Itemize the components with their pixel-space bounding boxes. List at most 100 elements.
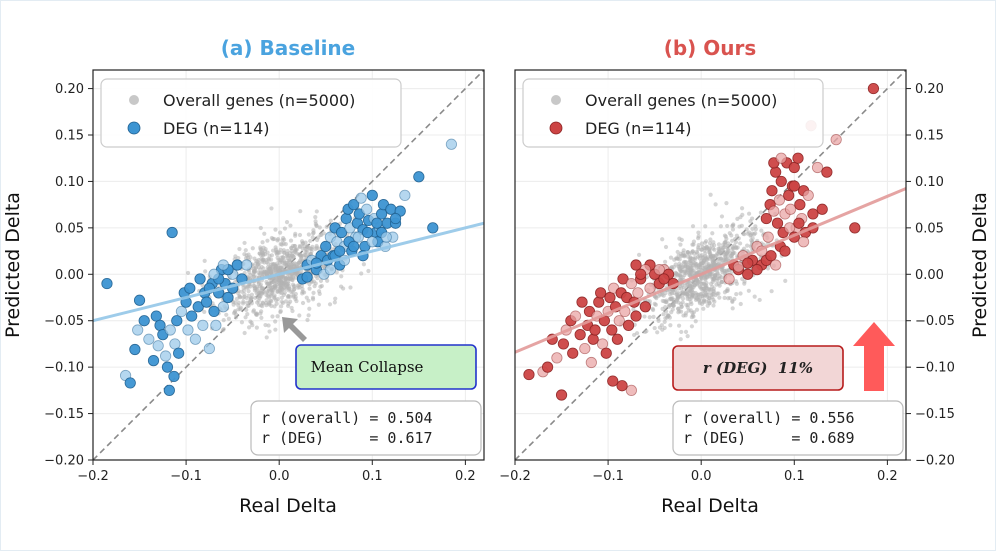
overall-gene-point (740, 276, 745, 282)
deg-point (132, 324, 144, 336)
deg-point (173, 347, 185, 359)
overall-gene-point (271, 262, 276, 268)
overall-gene-point (700, 244, 705, 250)
overall-gene-point (678, 337, 683, 342)
deg-point (334, 245, 346, 257)
overall-gene-point (289, 245, 294, 250)
overall-gene-point (233, 300, 238, 305)
overall-gene-point (694, 277, 699, 282)
overall-gene-point (260, 240, 265, 245)
overall-gene-point (683, 311, 689, 316)
overall-gene-point (275, 263, 280, 268)
overall-gene-point (710, 231, 715, 236)
overall-gene-point (711, 303, 716, 308)
y-tick-label: −0.15 (915, 407, 955, 422)
overall-gene-point (677, 261, 682, 266)
overall-gene-point (275, 314, 280, 319)
overall-gene-point (750, 226, 755, 231)
overall-gene-point (680, 264, 685, 269)
overall-gene-point (674, 256, 679, 261)
overall-gene-point (719, 214, 725, 219)
deg-point (101, 277, 113, 290)
improvement-label: r (DEG) 11% (703, 359, 813, 377)
panel-a-frame (92, 69, 485, 461)
deg-point (770, 259, 782, 271)
overall-gene-point (720, 258, 725, 263)
deg-point (830, 134, 842, 146)
overall-gene-point (314, 223, 319, 228)
overall-gene-point (711, 289, 716, 294)
deg-point (147, 355, 160, 367)
deg-point (797, 236, 810, 248)
overall-gene-point (226, 316, 231, 321)
deg-point (794, 199, 806, 211)
overall-gene-point (248, 272, 253, 278)
y-tick-label: −0.15 (44, 407, 84, 422)
overall-gene-point (254, 311, 259, 316)
overall-gene-point (317, 291, 322, 296)
overall-gene-point (703, 276, 708, 281)
overall-gene-point (300, 253, 306, 258)
deg-point (762, 231, 774, 243)
overall-gene-point (723, 240, 728, 245)
overall-gene-point (698, 275, 703, 281)
deg-point (161, 361, 174, 373)
overall-gene-point (287, 276, 292, 281)
overall-gene-point (716, 259, 722, 264)
overall-gene-point (726, 243, 731, 249)
overall-gene-point (687, 290, 692, 295)
x-tick-label: −0.2 (499, 469, 531, 484)
deg-point (169, 338, 181, 350)
deg-point (574, 329, 586, 341)
overall-gene-point (729, 233, 734, 238)
overall-gene-point (286, 286, 292, 291)
deg-point (371, 217, 383, 229)
panel-ours: (b) Ours −0.2 −0.1 0.0 0.1 0.2 −0.20 −0.15 −0.1… (499, 36, 991, 517)
overall-gene-point (676, 323, 682, 328)
x-tick-label: −0.1 (170, 469, 202, 484)
overall-gene-point (636, 252, 642, 257)
deg-point (366, 189, 378, 201)
overall-gene-point (730, 227, 736, 232)
deg-point (775, 152, 787, 164)
y-tick-label: 0.20 (915, 82, 944, 97)
deg-point (184, 282, 196, 294)
overall-gene-point (697, 296, 703, 301)
y-tick-label: 0.05 (915, 221, 944, 236)
y-tick-label: −0.10 (44, 361, 84, 376)
overall-gene-point (659, 323, 664, 328)
overall-gene-point (245, 255, 250, 260)
overall-gene-point (264, 335, 269, 340)
deg-point (773, 194, 785, 206)
identity-line (93, 70, 484, 460)
y-tick-label: 0.05 (55, 221, 84, 236)
overall-gene-point (746, 288, 751, 293)
overall-gene-point (680, 253, 685, 258)
overall-gene-point (265, 238, 270, 243)
overall-gene-point (292, 284, 297, 289)
deg-point (770, 166, 782, 178)
overall-gene-point (667, 297, 672, 302)
overall-gene-point (663, 305, 668, 310)
overall-gene-point (259, 315, 264, 320)
overall-gene-point (239, 289, 244, 294)
overall-gene-point (748, 219, 753, 224)
overall-gene-point (660, 327, 665, 332)
deg-point (742, 268, 754, 280)
overall-gene-point (650, 306, 655, 311)
overall-gene-point (692, 294, 697, 299)
overall-gene-point (269, 269, 274, 274)
overall-gene-point (265, 289, 270, 294)
overall-gene-point (783, 278, 788, 283)
overall-gene-point (632, 332, 637, 338)
overall-gene-point (318, 232, 323, 237)
overall-gene-point (262, 231, 267, 236)
deg-point (222, 291, 234, 304)
deg-point (194, 273, 206, 285)
overall-gene-point (258, 253, 264, 258)
overall-gene-point (679, 237, 684, 243)
overall-gene-point (288, 238, 294, 243)
overall-gene-point (676, 306, 681, 311)
overall-gene-point (698, 285, 703, 290)
